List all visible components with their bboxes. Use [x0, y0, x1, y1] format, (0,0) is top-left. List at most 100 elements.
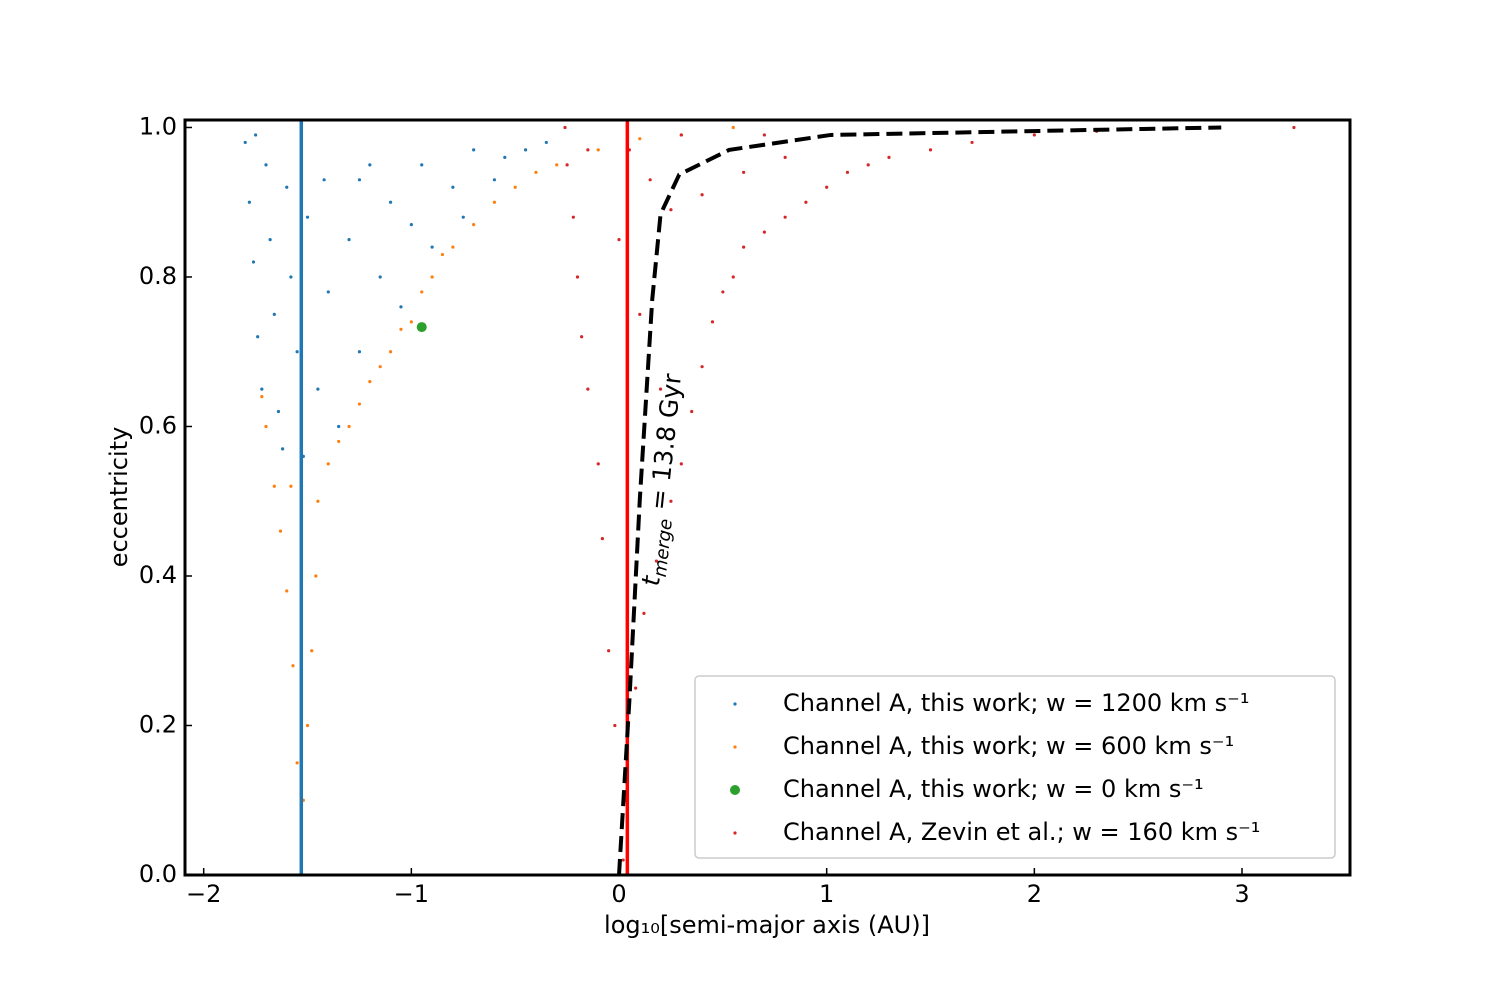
point — [337, 439, 341, 444]
point — [571, 215, 575, 219]
y-axis-label: eccentricity — [105, 427, 133, 568]
point — [272, 312, 276, 316]
point — [742, 170, 746, 174]
point — [388, 350, 393, 354]
point — [295, 761, 299, 765]
point — [586, 387, 590, 391]
point — [430, 245, 434, 249]
point — [658, 387, 663, 391]
point — [970, 140, 974, 145]
point — [544, 140, 548, 145]
y-tick-label: 0.8 — [139, 262, 177, 290]
point — [634, 686, 638, 690]
point — [243, 140, 247, 145]
legend-marker — [733, 702, 737, 706]
annotation-text: = 13.8 Gyr — [643, 372, 687, 520]
annotation-subscript: merge — [650, 518, 677, 578]
y-tick-label: 0.6 — [139, 411, 177, 439]
point — [378, 275, 382, 279]
legend-marker — [733, 745, 737, 749]
point — [928, 148, 933, 152]
point — [1292, 125, 1296, 130]
point — [337, 424, 341, 429]
point — [440, 252, 445, 257]
point — [669, 208, 673, 212]
point — [251, 260, 256, 264]
plot-area — [243, 120, 1296, 875]
plot-frame — [183, 118, 1352, 877]
point — [285, 589, 289, 593]
point — [276, 409, 281, 414]
point — [555, 163, 559, 167]
point — [316, 387, 320, 391]
point — [721, 290, 725, 294]
point — [596, 148, 600, 152]
point — [310, 649, 314, 653]
legend-label: Channel A, this work; w = 0 km s⁻¹ — [783, 775, 1204, 803]
y-tick-label: 1.0 — [139, 112, 177, 140]
point — [638, 312, 642, 316]
point — [347, 424, 351, 429]
annotation-symbol: t — [636, 573, 666, 587]
point — [416, 322, 427, 333]
point — [1032, 133, 1036, 137]
point — [600, 537, 605, 541]
point — [638, 137, 642, 141]
point — [762, 230, 766, 234]
point — [278, 529, 283, 533]
legend-label: Channel A, this work; w = 1200 km s⁻¹ — [783, 689, 1249, 717]
point — [503, 155, 507, 159]
point — [305, 723, 310, 728]
point — [845, 170, 850, 174]
x-tick-label: 2 — [1027, 880, 1042, 908]
point — [326, 462, 330, 466]
point — [731, 125, 735, 130]
point — [254, 133, 258, 137]
merge-time-curve — [617, 125, 1222, 875]
point — [268, 238, 272, 242]
point — [264, 424, 268, 429]
point — [295, 350, 299, 354]
point — [642, 611, 646, 615]
point — [596, 462, 600, 466]
point — [357, 178, 362, 182]
point — [314, 574, 318, 578]
point — [272, 484, 276, 488]
point — [399, 305, 403, 309]
point — [783, 215, 787, 219]
point — [731, 275, 735, 279]
point — [420, 290, 424, 294]
point — [260, 394, 264, 399]
point — [357, 402, 362, 406]
point — [580, 335, 584, 339]
point — [586, 148, 590, 152]
point — [679, 133, 683, 137]
point — [621, 858, 625, 862]
x-axis-label: log₁₀[semi-major axis (AU)] — [604, 911, 930, 939]
point — [563, 125, 567, 130]
legend-label: Channel A, this work; w = 600 km s⁻¹ — [783, 732, 1234, 760]
legend: Channel A, this work; w = 1200 km s⁻¹ Cha… — [694, 675, 1336, 859]
point — [256, 335, 260, 339]
point — [289, 275, 293, 279]
x-tick-label: −2 — [186, 880, 221, 908]
point — [492, 178, 497, 182]
point — [378, 365, 382, 369]
x-tick-label: 3 — [1234, 880, 1249, 908]
y-tick-label: 0.4 — [139, 561, 177, 589]
point — [804, 200, 808, 204]
point — [866, 163, 870, 167]
point — [654, 559, 658, 563]
point — [492, 200, 497, 204]
point — [565, 163, 569, 167]
point — [472, 223, 476, 227]
point — [347, 238, 351, 242]
point — [322, 178, 326, 182]
point — [461, 215, 465, 219]
point — [513, 185, 517, 189]
point — [316, 499, 320, 503]
point — [534, 170, 538, 174]
point — [700, 193, 704, 197]
legend-label: Channel A, Zevin et al.; w = 160 km s⁻¹ — [783, 818, 1260, 846]
